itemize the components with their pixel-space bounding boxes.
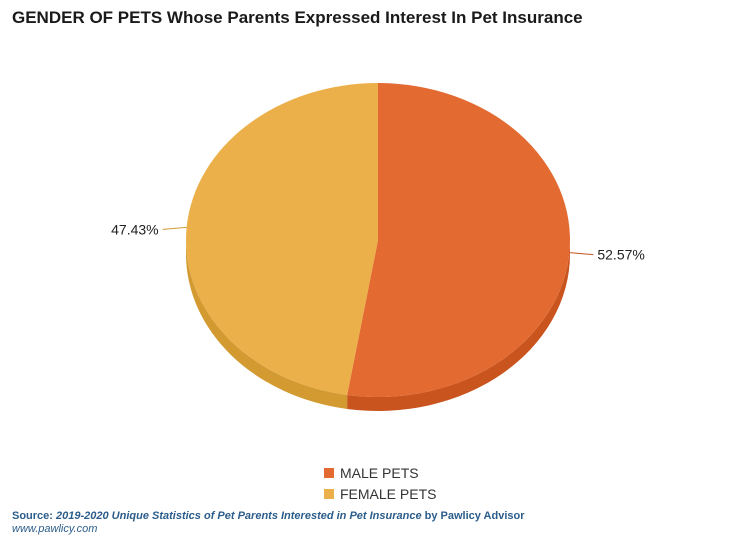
data-label-male: 52.57% [597, 247, 644, 263]
legend-label-male: MALE PETS [340, 464, 419, 481]
pie-slice-side-female [186, 240, 348, 409]
legend: MALE PETS FEMALE PETS [324, 462, 436, 504]
chart-title: GENDER OF PETS Whose Parents Expressed I… [12, 8, 583, 27]
legend-swatch-male [324, 467, 334, 478]
source-suffix: by Pawlicy Advisor [421, 510, 525, 522]
site-url: www.pawlicy.com [12, 523, 98, 535]
footer: Source: 2019-2020 Unique Statistics of P… [12, 510, 525, 536]
legend-swatch-female [324, 488, 334, 499]
source-title: 2019-2020 Unique Statistics of Pet Paren… [56, 510, 422, 522]
pie-slice-female [185, 83, 378, 395]
source-prefix: Source: [12, 510, 57, 522]
legend-item-female: FEMALE PETS [324, 483, 436, 504]
leader-line-female [162, 226, 187, 230]
pie-slice-male [347, 83, 570, 397]
source-line: Source: 2019-2020 Unique Statistics of P… [12, 510, 525, 523]
legend-label-female: FEMALE PETS [340, 485, 437, 502]
legend-item-male: MALE PETS [324, 462, 436, 483]
leader-line-male [569, 252, 594, 256]
data-label-female: 47.43% [111, 221, 158, 237]
